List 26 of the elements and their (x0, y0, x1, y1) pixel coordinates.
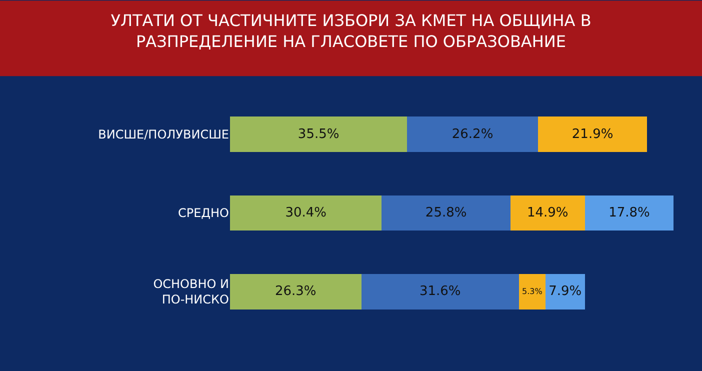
data-label: 7.9% (548, 284, 582, 300)
data-label: 21.9% (572, 126, 614, 142)
bar (361, 274, 519, 310)
bar (230, 195, 382, 231)
bar (230, 116, 408, 152)
bar (518, 274, 546, 310)
bar (545, 274, 585, 310)
data-label: 17.8% (608, 206, 650, 220)
data-label: 14.9% (526, 206, 568, 220)
data-label: 31.6% (419, 284, 461, 300)
bar (230, 274, 362, 310)
bar (407, 116, 538, 152)
y-tick-label: ОСНОВНО И ПО-НИСКО (153, 277, 229, 307)
bar (584, 195, 674, 231)
bar (538, 116, 648, 152)
y-tick-label: СРЕДНО (178, 206, 229, 220)
data-label: 25.8% (425, 206, 467, 220)
data-label: 35.5% (298, 126, 340, 142)
chart-title: УЛТАТИ ОТ ЧАСТИЧНИТЕ ИЗБОРИ ЗА КМЕТ НА ОБЩИНА В (110, 10, 592, 30)
data-label: 26.3% (274, 284, 316, 300)
data-label: 30.4% (285, 206, 327, 220)
y-tick-label: ВИСШЕ/ПОЛУВИСШЕ (98, 128, 229, 142)
data-label: 26.2% (452, 126, 494, 142)
chart-subtitle: РАЗПРЕДЕЛЕНИЕ НА ГЛАСОВЕТЕ ПО ОБРАЗОВАНИЕ (136, 32, 566, 51)
bar (510, 195, 585, 231)
bar (382, 195, 510, 231)
